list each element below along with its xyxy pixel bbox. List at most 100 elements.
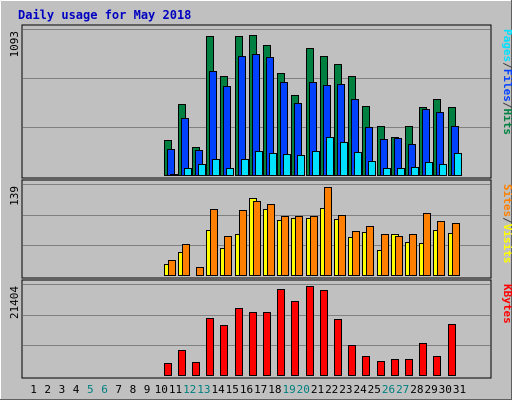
bar-pages (269, 153, 277, 176)
legend-entry: KBytes (501, 284, 512, 324)
bar-kbytes (405, 359, 413, 376)
bar-kbytes (249, 312, 257, 376)
x-tick-label: 25 (368, 383, 381, 396)
x-tick-label: 21 (311, 383, 324, 396)
legend-entry: Pages (501, 29, 512, 62)
bar-sites (295, 216, 303, 276)
x-tick-label: 15 (226, 383, 239, 396)
bar-kbytes (320, 290, 328, 376)
bar-kbytes (164, 363, 172, 376)
bar-sites (409, 234, 417, 276)
x-tick-label: 23 (339, 383, 352, 396)
bar-sites (366, 226, 374, 276)
x-tick-label: 5 (87, 383, 94, 396)
legend-entry: Sites (501, 184, 512, 217)
x-tick-label: 20 (297, 383, 310, 396)
bar-kbytes (448, 324, 456, 376)
x-tick-label: 24 (353, 383, 367, 396)
x-tick-label: 12 (183, 383, 196, 396)
chart-title: Daily usage for May 2018 (18, 8, 191, 22)
bar-sites (423, 213, 431, 276)
legend-kbytes: KBytes (501, 284, 512, 324)
x-tick-label: 4 (73, 383, 80, 396)
bar-pages (255, 151, 263, 176)
x-tick-label: 3 (59, 383, 66, 396)
bar-pages (283, 154, 291, 176)
x-tick-label: 19 (282, 383, 295, 396)
bar-sites (224, 236, 232, 276)
y-max-label-pages-files-hits: 1093 (8, 31, 21, 58)
bar-files (167, 149, 175, 176)
bar-sites (239, 210, 247, 276)
bar-sites (281, 216, 289, 276)
x-tick-label: 8 (130, 383, 137, 396)
bar-kbytes (263, 312, 271, 376)
x-tick-label: 29 (424, 383, 437, 396)
bar-kbytes (391, 359, 399, 376)
x-tick-label: 6 (101, 383, 108, 396)
x-tick-label: 28 (410, 383, 423, 396)
bar-sites (452, 223, 460, 276)
legend-entry: / (501, 217, 512, 224)
bar-sites (324, 187, 332, 276)
x-tick-label: 18 (268, 383, 281, 396)
x-tick-label: 27 (396, 383, 409, 396)
bar-kbytes (306, 286, 314, 376)
bar-pages (411, 167, 419, 176)
bar-sites (395, 236, 403, 276)
x-tick-label: 31 (453, 383, 466, 396)
bar-sites (338, 215, 346, 276)
bar-pages (397, 168, 405, 176)
x-tick-label: 26 (382, 383, 395, 396)
legend-entry: / (501, 102, 512, 109)
bar-files (238, 56, 246, 176)
bar-pages (340, 142, 348, 176)
bar-pages (312, 151, 320, 176)
bar-files (181, 118, 189, 176)
legend-entry: / (501, 62, 512, 69)
bar-pages (212, 159, 220, 176)
bar-kbytes (206, 318, 214, 376)
bar-pages (297, 155, 305, 176)
bar-pages (354, 152, 362, 176)
bar-kbytes (348, 345, 356, 376)
x-tick-label: 16 (240, 383, 253, 396)
x-tick-label: 9 (144, 383, 151, 396)
bar-pages (425, 162, 433, 176)
bar-sites (182, 244, 190, 276)
bar-pages (170, 174, 178, 176)
x-tick-label: 7 (115, 383, 122, 396)
x-tick-label: 13 (197, 383, 210, 396)
bar-pages (368, 161, 376, 176)
bar-files (223, 86, 231, 176)
bar-pages (184, 168, 192, 176)
bar-pages (439, 164, 447, 176)
bar-sites (310, 216, 318, 276)
bar-kbytes (362, 356, 370, 376)
bar-kbytes (235, 308, 243, 376)
bar-sites (352, 231, 360, 276)
bar-kbytes (377, 361, 385, 376)
bar-pages (326, 137, 334, 176)
x-tick-label: 2 (44, 383, 51, 396)
bar-kbytes (178, 350, 186, 376)
legend-entry: Files (501, 69, 512, 102)
legend-entry: Visits (501, 224, 512, 264)
bar-pages (454, 153, 462, 176)
bar-sites (267, 204, 275, 276)
bar-pages (198, 164, 206, 176)
bar-kbytes (291, 301, 299, 376)
y-max-label-visits-sites: 139 (8, 186, 21, 206)
x-tick-label: 10 (155, 383, 168, 396)
bar-sites (210, 209, 218, 276)
bar-kbytes (192, 362, 200, 376)
bar-kbytes (277, 289, 285, 376)
bar-sites (437, 221, 445, 276)
bar-pages (241, 159, 249, 176)
x-tick-label: 22 (325, 383, 338, 396)
x-tick-label: 30 (439, 383, 452, 396)
legend-visits-sites: Sites/Visits (501, 184, 512, 264)
x-tick-label: 1 (30, 383, 37, 396)
